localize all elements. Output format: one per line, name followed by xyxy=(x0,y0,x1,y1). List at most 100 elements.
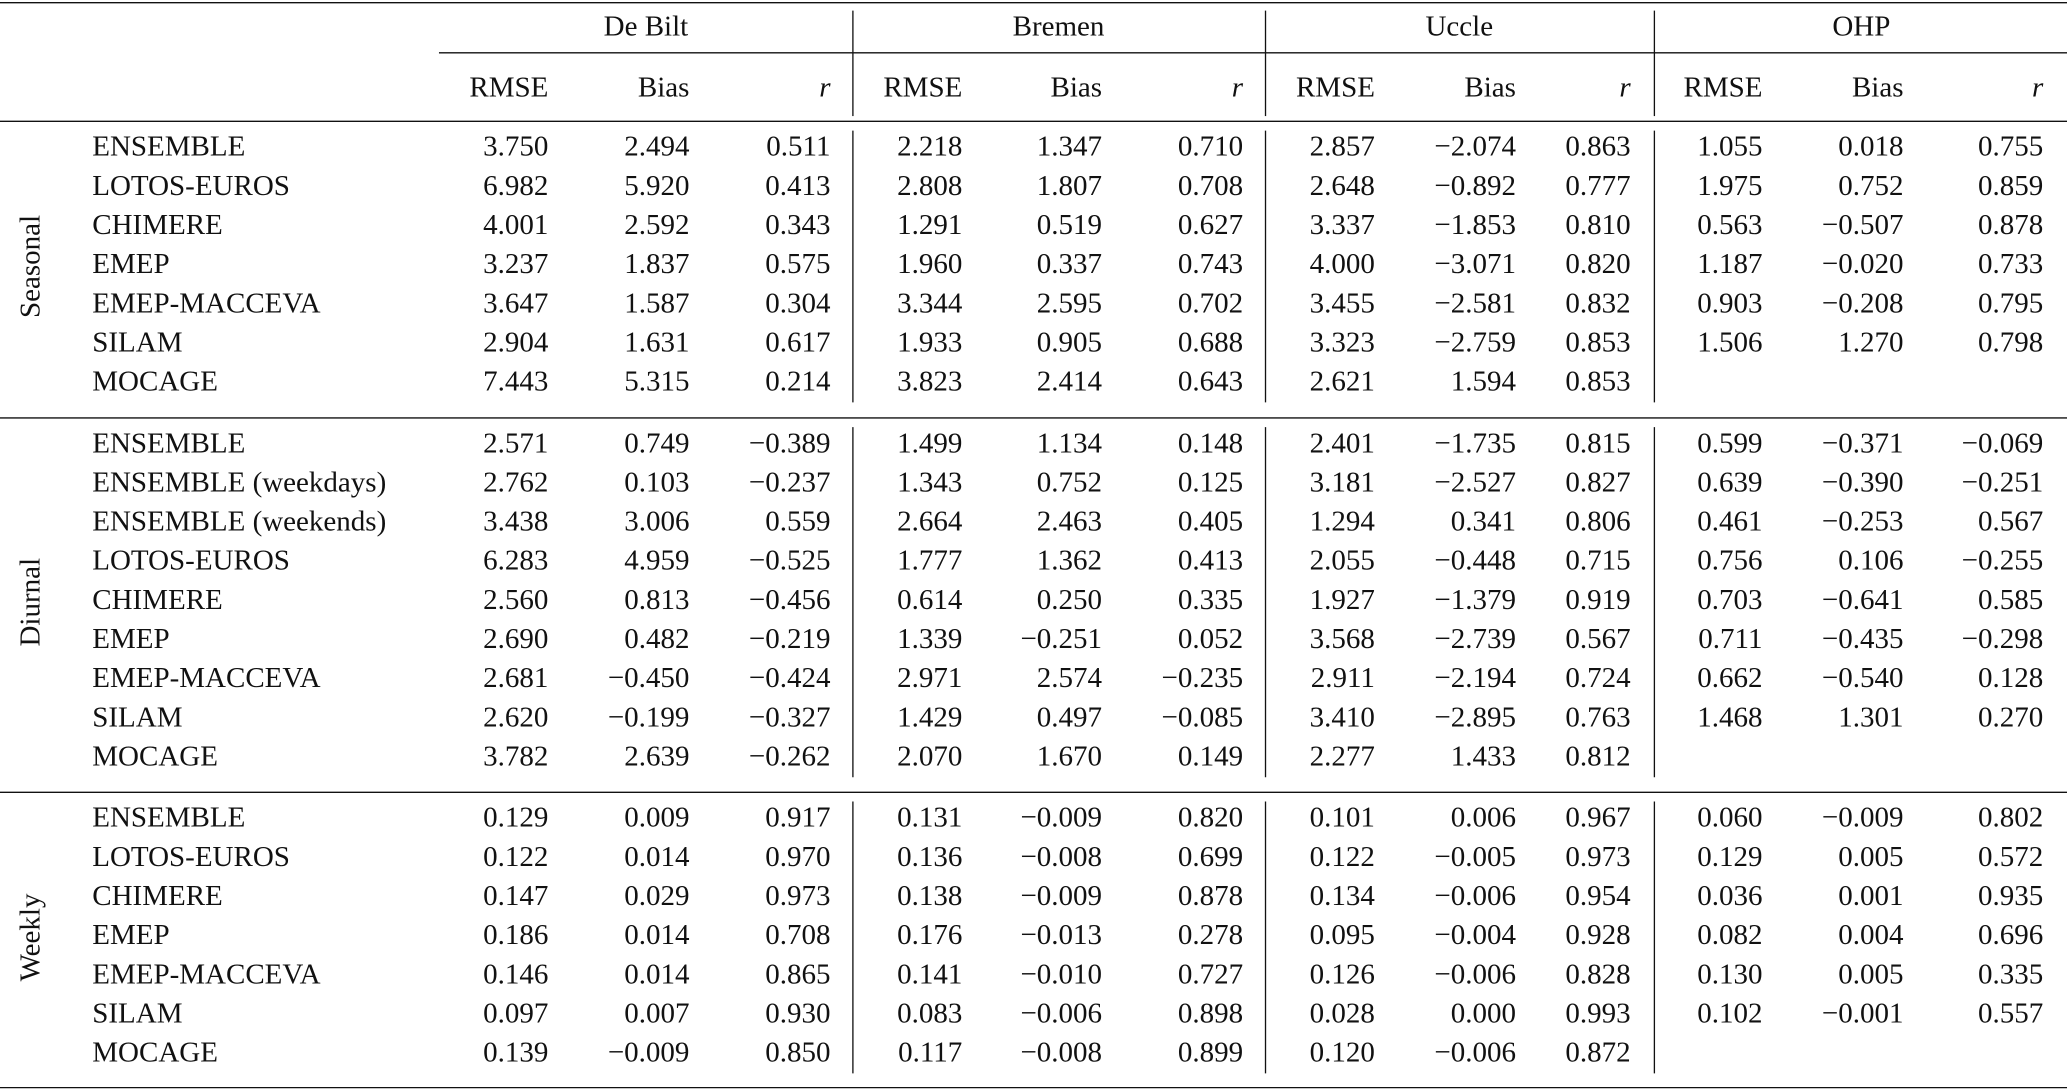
cell-value: 2.664 xyxy=(897,506,963,538)
cell-value: 0.014 xyxy=(624,841,690,873)
cell-value: 7.443 xyxy=(483,366,548,398)
cell-value: 0.102 xyxy=(1697,997,1762,1029)
cell-value: 0.036 xyxy=(1697,880,1762,912)
cell-value: −0.237 xyxy=(749,466,831,498)
cell-value: −0.255 xyxy=(1962,545,2044,577)
cell-value: 1.927 xyxy=(1310,584,1375,616)
cell-value: 0.708 xyxy=(1178,170,1243,202)
cell-value: 0.752 xyxy=(1037,466,1102,498)
cell-value: 1.594 xyxy=(1451,366,1517,398)
cell-value: 0.214 xyxy=(765,366,831,398)
cell-value: 0.106 xyxy=(1838,545,1903,577)
cell-value: 0.134 xyxy=(1310,880,1376,912)
cell-value: −2.895 xyxy=(1434,701,1516,733)
model-name: SILAM xyxy=(92,997,182,1029)
cell-value: 0.095 xyxy=(1310,919,1375,951)
cell-value: 0.343 xyxy=(765,209,830,241)
cell-value: 1.055 xyxy=(1697,131,1762,163)
cell-value: 0.898 xyxy=(1178,997,1243,1029)
model-name: EMEP-MACCEVA xyxy=(92,287,320,319)
cell-value: 0.872 xyxy=(1565,1037,1630,1069)
station-header: Uccle xyxy=(1425,11,1493,43)
cell-value: 0.756 xyxy=(1697,545,1762,577)
cell-value: 0.122 xyxy=(483,841,548,873)
cell-value: 0.935 xyxy=(1978,880,2043,912)
model-name: CHIMERE xyxy=(92,880,223,912)
cell-value: 1.960 xyxy=(897,248,962,280)
cell-value: 0.567 xyxy=(1978,506,2043,538)
model-name: MOCAGE xyxy=(92,1037,218,1069)
cell-value: 0.614 xyxy=(897,584,963,616)
cell-value: −0.507 xyxy=(1822,209,1904,241)
cell-value: 6.283 xyxy=(483,545,548,577)
cell-value: 0.082 xyxy=(1697,919,1762,951)
cell-value: −0.006 xyxy=(1020,997,1102,1029)
cell-value: 0.853 xyxy=(1565,326,1630,358)
cell-value: 0.749 xyxy=(624,427,689,459)
cell-value: 6.982 xyxy=(483,170,548,202)
cell-value: 0.755 xyxy=(1978,131,2043,163)
cell-value: 0.973 xyxy=(1565,841,1630,873)
cell-value: 0.101 xyxy=(1310,802,1375,834)
cell-value: 0.715 xyxy=(1565,545,1630,577)
cell-value: 0.060 xyxy=(1697,802,1762,834)
cell-value: −0.371 xyxy=(1822,427,1904,459)
cell-value: 0.083 xyxy=(897,997,962,1029)
cell-value: 1.429 xyxy=(897,701,962,733)
cell-value: 0.930 xyxy=(765,997,830,1029)
cell-value: 0.878 xyxy=(1178,880,1243,912)
cell-value: 4.001 xyxy=(483,209,548,241)
metric-header: Bias xyxy=(1852,71,1904,103)
model-name: SILAM xyxy=(92,326,182,358)
cell-value: 1.343 xyxy=(897,466,962,498)
cell-value: 0.278 xyxy=(1178,919,1243,951)
cell-value: 0.482 xyxy=(624,623,689,655)
cell-value: 0.563 xyxy=(1697,209,1762,241)
cell-value: 0.139 xyxy=(483,1037,548,1069)
cell-value: 3.181 xyxy=(1310,466,1375,498)
cell-value: 0.176 xyxy=(897,919,962,951)
cell-value: −0.006 xyxy=(1434,958,1516,990)
cell-value: 2.592 xyxy=(624,209,689,241)
cell-value: 0.733 xyxy=(1978,248,2043,280)
cell-value: 0.810 xyxy=(1565,209,1630,241)
cell-value: 0.567 xyxy=(1565,623,1630,655)
cell-value: 0.899 xyxy=(1178,1037,1243,1069)
cell-value: 2.494 xyxy=(624,131,690,163)
cell-value: 3.782 xyxy=(483,741,548,773)
metric-header: r xyxy=(1232,71,1244,103)
cell-value: −0.390 xyxy=(1822,466,1904,498)
cell-value: 0.125 xyxy=(1178,466,1243,498)
cell-value: −0.006 xyxy=(1434,1037,1516,1069)
cell-value: 0.710 xyxy=(1178,131,1243,163)
cell-value: 4.959 xyxy=(624,545,689,577)
metric-header: RMSE xyxy=(1684,71,1763,103)
cell-value: 0.014 xyxy=(624,958,690,990)
cell-value: 2.690 xyxy=(483,623,548,655)
metric-header: Bias xyxy=(1464,71,1516,103)
model-name: ENSEMBLE xyxy=(92,131,245,163)
cell-value: 2.401 xyxy=(1310,427,1375,459)
cell-value: 0.627 xyxy=(1178,209,1243,241)
cell-value: −2.581 xyxy=(1434,287,1516,319)
cell-value: 0.557 xyxy=(1978,997,2043,1029)
section-label: Weekly xyxy=(15,893,47,981)
cell-value: 0.703 xyxy=(1697,584,1762,616)
cell-value: 0.559 xyxy=(765,506,830,538)
cell-value: 0.970 xyxy=(765,841,830,873)
cell-value: 0.699 xyxy=(1178,841,1243,873)
cell-value: 0.743 xyxy=(1178,248,1243,280)
cell-value: 1.301 xyxy=(1838,701,1903,733)
model-name: CHIMERE xyxy=(92,584,223,616)
cell-value: 0.643 xyxy=(1178,366,1243,398)
cell-value: 0.617 xyxy=(765,326,830,358)
cell-value: 3.750 xyxy=(483,131,548,163)
cell-value: 0.129 xyxy=(483,802,548,834)
cell-value: 2.762 xyxy=(483,466,548,498)
cell-value: −0.456 xyxy=(749,584,831,616)
cell-value: −0.069 xyxy=(1962,427,2044,459)
metric-header: RMSE xyxy=(469,71,548,103)
cell-value: −0.327 xyxy=(749,701,831,733)
